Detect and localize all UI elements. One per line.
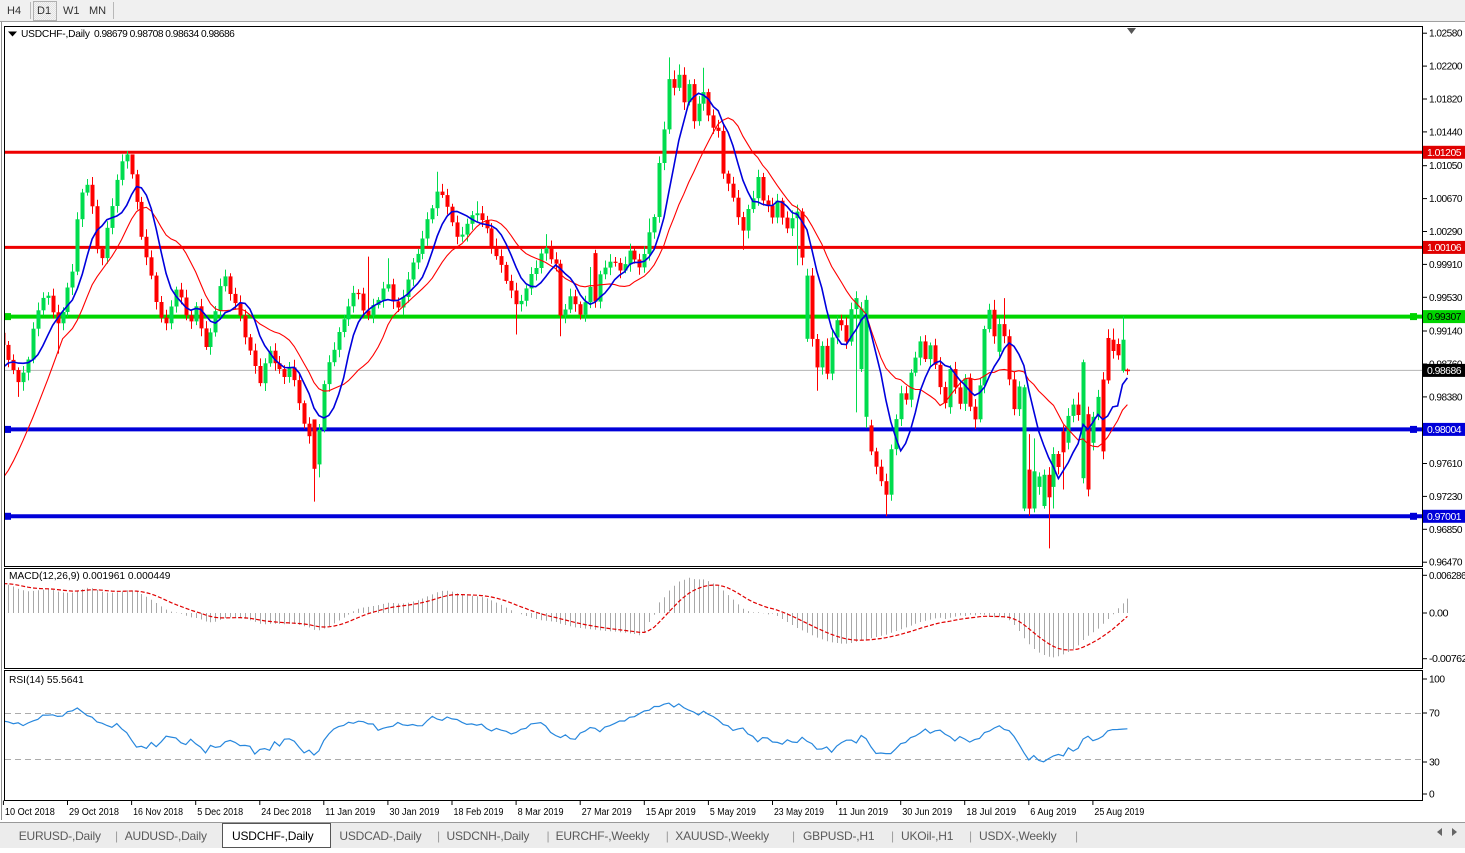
svg-text:15 Apr 2019: 15 Apr 2019 bbox=[646, 807, 696, 818]
svg-text:11 Jun 2019: 11 Jun 2019 bbox=[838, 807, 888, 818]
svg-text:EURCHF-,Weekly: EURCHF-,Weekly bbox=[556, 829, 650, 843]
svg-text:0.96850: 0.96850 bbox=[1429, 525, 1463, 536]
svg-text:0.97001: 0.97001 bbox=[1427, 512, 1462, 523]
svg-text:16 Nov 2018: 16 Nov 2018 bbox=[133, 807, 183, 818]
svg-text:6 Aug 2019: 6 Aug 2019 bbox=[1030, 807, 1076, 818]
svg-text:|: | bbox=[437, 829, 440, 843]
svg-text:0.97610: 0.97610 bbox=[1429, 459, 1463, 470]
svg-text:MACD(12,26,9) 0.001961 0.00044: MACD(12,26,9) 0.001961 0.000449 bbox=[9, 571, 171, 582]
svg-text:30: 30 bbox=[1429, 758, 1440, 769]
svg-text:0.98686: 0.98686 bbox=[1427, 366, 1462, 377]
svg-text:0.99140: 0.99140 bbox=[1429, 327, 1463, 338]
svg-text:H4: H4 bbox=[7, 5, 21, 17]
svg-text:|: | bbox=[891, 829, 894, 843]
svg-text:24 Dec 2018: 24 Dec 2018 bbox=[261, 807, 311, 818]
svg-text:GBPUSD-,H1: GBPUSD-,H1 bbox=[803, 829, 875, 843]
svg-text:10 Oct 2018: 10 Oct 2018 bbox=[5, 807, 55, 818]
svg-text:30 Jun 2019: 30 Jun 2019 bbox=[902, 807, 952, 818]
svg-text:0.006286: 0.006286 bbox=[1429, 571, 1465, 582]
svg-text:1.02200: 1.02200 bbox=[1429, 62, 1463, 73]
svg-text:0.97230: 0.97230 bbox=[1429, 492, 1463, 503]
svg-text:|: | bbox=[792, 829, 795, 843]
svg-text:23 May 2019: 23 May 2019 bbox=[774, 807, 824, 818]
svg-text:D1: D1 bbox=[37, 5, 51, 17]
svg-text:|: | bbox=[547, 829, 550, 843]
svg-text:30 Jan 2019: 30 Jan 2019 bbox=[389, 807, 439, 818]
svg-text:0.00: 0.00 bbox=[1429, 609, 1449, 620]
svg-text:18 Jul 2019: 18 Jul 2019 bbox=[966, 807, 1016, 818]
svg-text:5 Dec 2018: 5 Dec 2018 bbox=[197, 807, 243, 818]
svg-text:8 Mar 2019: 8 Mar 2019 bbox=[518, 807, 564, 818]
svg-text:70: 70 bbox=[1429, 709, 1440, 720]
svg-text:EURUSD-,Daily: EURUSD-,Daily bbox=[19, 829, 101, 843]
svg-text:0: 0 bbox=[1429, 790, 1435, 801]
svg-text:0.99530: 0.99530 bbox=[1429, 293, 1463, 304]
svg-text:USDCNH-,Daily: USDCNH-,Daily bbox=[447, 829, 530, 843]
svg-text:USDX-,Weekly: USDX-,Weekly bbox=[979, 829, 1057, 843]
svg-text:MN: MN bbox=[89, 5, 106, 17]
svg-text:1.00290: 1.00290 bbox=[1429, 227, 1463, 238]
svg-text:UKOil-,H1: UKOil-,H1 bbox=[901, 829, 954, 843]
svg-text:-0.00762: -0.00762 bbox=[1429, 654, 1465, 665]
svg-text:0.98380: 0.98380 bbox=[1429, 392, 1463, 403]
svg-text:RSI(14) 55.5641: RSI(14) 55.5641 bbox=[9, 675, 84, 686]
svg-text:1.01440: 1.01440 bbox=[1429, 127, 1463, 138]
svg-text:27 Mar 2019: 27 Mar 2019 bbox=[582, 807, 632, 818]
svg-text:USDCAD-,Daily: USDCAD-,Daily bbox=[339, 829, 421, 843]
svg-text:0.99307: 0.99307 bbox=[1427, 312, 1462, 323]
svg-text:|: | bbox=[666, 829, 669, 843]
svg-text:USDCHF-,Daily: USDCHF-,Daily bbox=[232, 829, 314, 843]
svg-text:11 Jan 2019: 11 Jan 2019 bbox=[325, 807, 375, 818]
svg-text:0.98004: 0.98004 bbox=[1427, 425, 1462, 436]
svg-text:25 Aug 2019: 25 Aug 2019 bbox=[1094, 807, 1144, 818]
svg-text:|: | bbox=[1075, 829, 1078, 843]
svg-text:1.01820: 1.01820 bbox=[1429, 95, 1463, 106]
svg-text:18 Feb 2019: 18 Feb 2019 bbox=[454, 807, 504, 818]
svg-text:100: 100 bbox=[1429, 675, 1445, 686]
svg-text:0.98679 0.98708 0.98634 0.9868: 0.98679 0.98708 0.98634 0.98686 bbox=[94, 29, 235, 40]
svg-text:29 Oct 2018: 29 Oct 2018 bbox=[69, 807, 119, 818]
svg-text:0.99910: 0.99910 bbox=[1429, 260, 1463, 271]
svg-text:XAUUSD-,Weekly: XAUUSD-,Weekly bbox=[675, 829, 769, 843]
svg-text:|: | bbox=[969, 829, 972, 843]
svg-text:AUDUSD-,Daily: AUDUSD-,Daily bbox=[125, 829, 207, 843]
svg-text:1.01050: 1.01050 bbox=[1429, 161, 1463, 172]
svg-text:W1: W1 bbox=[63, 5, 80, 17]
svg-text:USDCHF-,Daily: USDCHF-,Daily bbox=[21, 29, 91, 40]
svg-text:5 May 2019: 5 May 2019 bbox=[710, 807, 756, 818]
svg-text:|: | bbox=[115, 829, 118, 843]
svg-text:1.00106: 1.00106 bbox=[1427, 243, 1462, 254]
svg-text:0.96470: 0.96470 bbox=[1429, 558, 1463, 569]
svg-text:1.01205: 1.01205 bbox=[1427, 148, 1462, 159]
svg-text:1.02580: 1.02580 bbox=[1429, 29, 1463, 40]
svg-text:1.00670: 1.00670 bbox=[1429, 194, 1463, 205]
